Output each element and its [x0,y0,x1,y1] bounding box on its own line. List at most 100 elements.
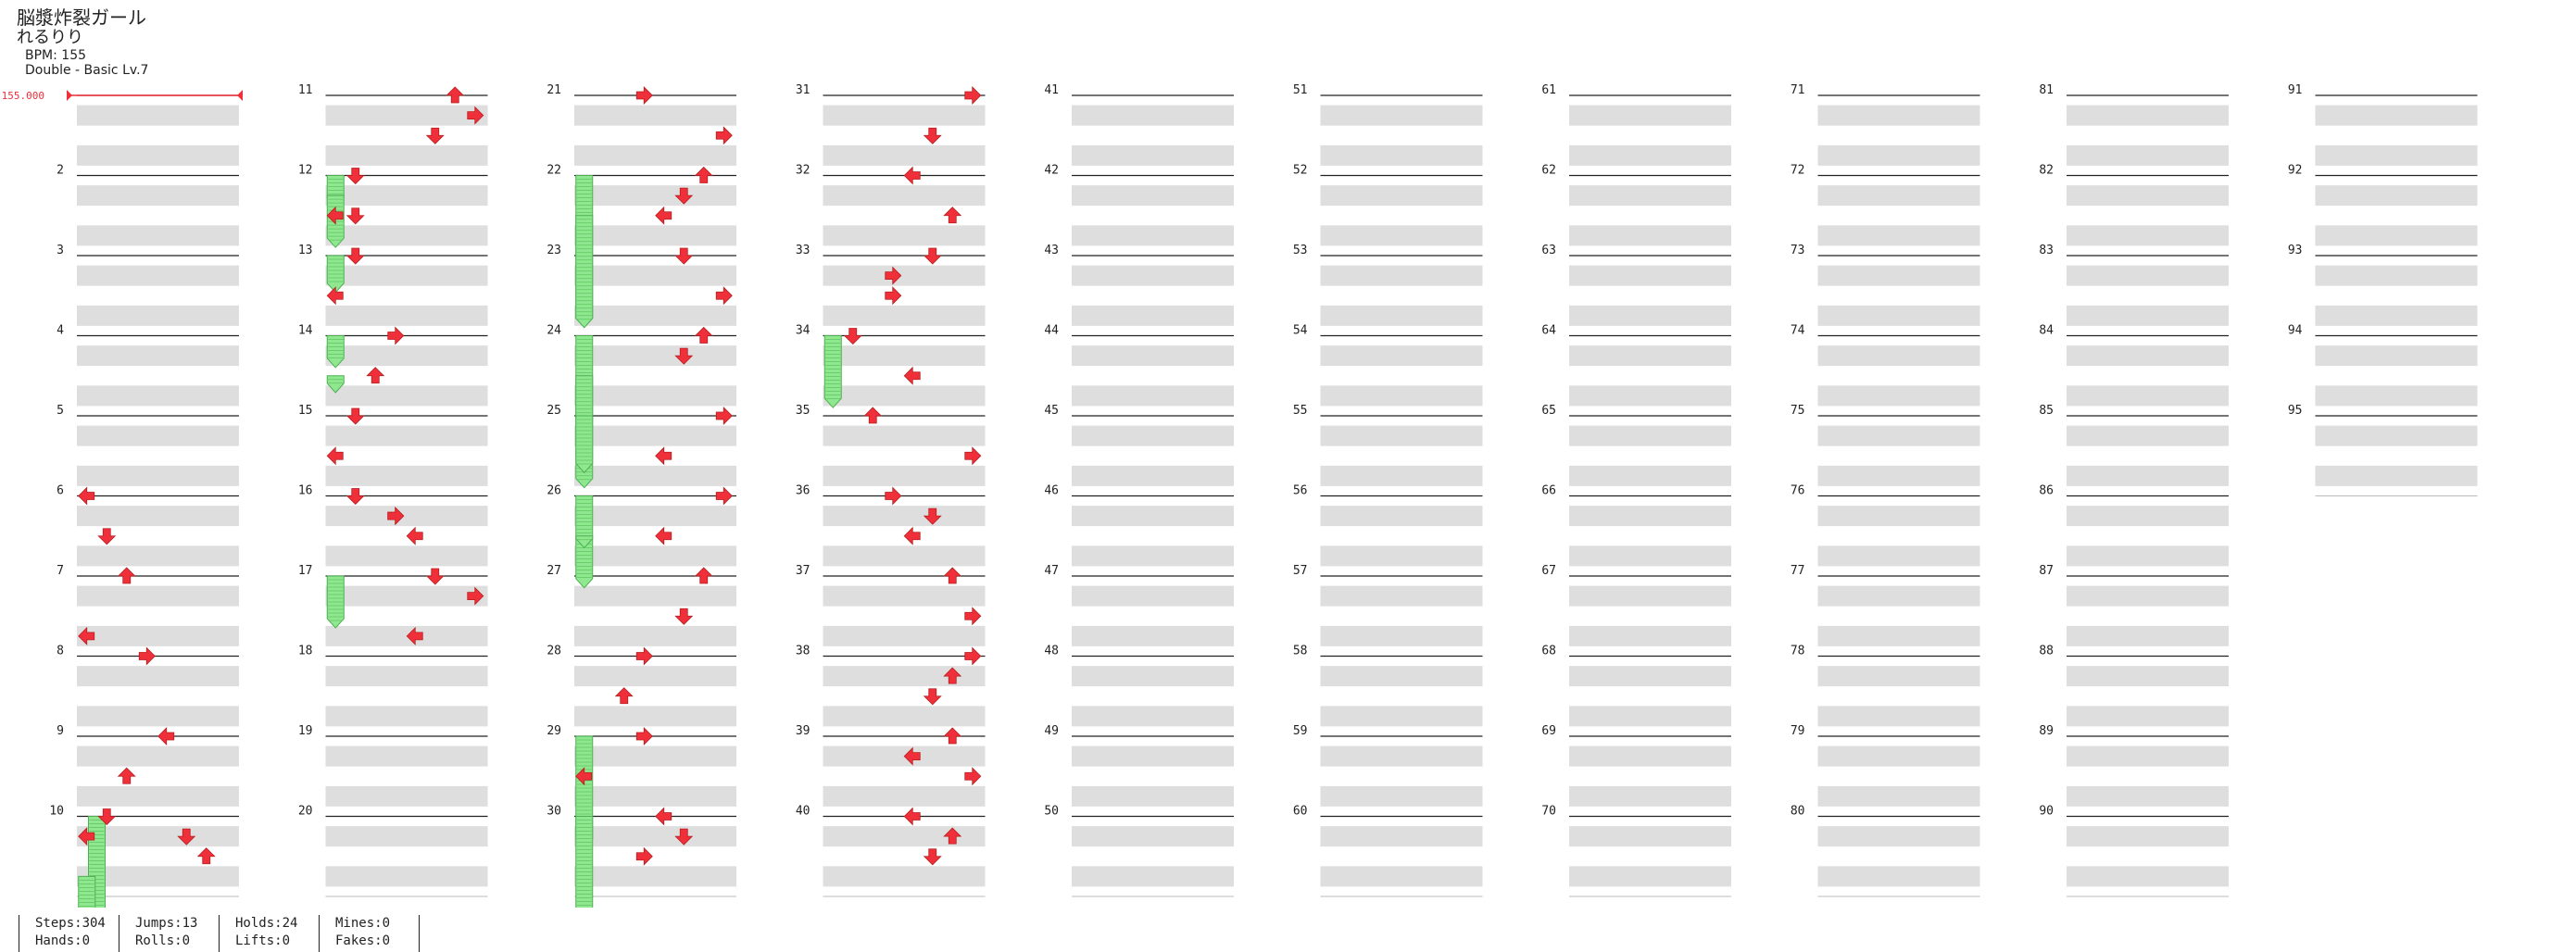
measure-label: 82 [2039,164,2054,178]
step-arrow [387,507,405,526]
step-arrow [346,488,365,506]
strip-row-shade [823,506,986,527]
step-arrow [943,567,962,584]
strip-row-shade [1320,105,1483,126]
strip-row-shade [1320,506,1483,527]
measure-label: 79 [1791,724,1805,738]
stat-group-mines: Mines:0 Fakes:0 [319,915,390,952]
strip-row-shade [1817,305,1980,326]
strip-row-shade [1320,666,1483,687]
strip-row-shade [1817,225,1980,246]
step-arrow [694,166,713,183]
measure-label: 7 [57,564,64,578]
strip-row-shade [2315,144,2478,166]
step-arrow [138,646,156,666]
strip-row-shade [1569,465,1731,486]
step-arrow [843,328,862,345]
step-arrow [943,727,962,745]
measure-label: 69 [1541,724,1556,738]
strip-row-shade [823,866,986,887]
strip-row-shade [1569,666,1731,687]
bpm-start-tick [67,90,72,101]
measure-label: 75 [1791,404,1805,418]
measure-label: 14 [298,324,313,338]
step-arrow [575,767,593,786]
strip-row-shade [1072,785,1234,807]
strip-row-shade [325,345,488,367]
measure-label: 27 [547,564,561,578]
measure-label: 50 [1044,805,1059,819]
strip-row-shade [1072,185,1234,207]
measure-label: 90 [2039,805,2054,819]
step-arrow [635,846,653,866]
measure-label: 41 [1044,83,1059,97]
measure-label: 22 [547,164,561,178]
strip-row-shade [2315,465,2478,486]
measure-label: 56 [1293,484,1308,498]
measure-label: 72 [1791,164,1805,178]
step-arrow [715,407,733,425]
measure-label: 6 [57,484,64,498]
measure-label: 12 [298,164,313,178]
strip-row-shade [2315,105,2478,126]
measure-label: 19 [298,724,313,738]
strip-row-shade [574,465,736,486]
strip-row-shade [1569,745,1731,767]
step-arrow [923,688,942,706]
measure-label: 3 [57,244,64,257]
strip-row-shade [1569,144,1731,166]
measure-label: 76 [1791,484,1805,498]
measure-label: 45 [1044,404,1059,418]
measure-label: 34 [796,324,810,338]
strip-row-shade [77,785,239,807]
strip-row-shade [1569,826,1731,847]
step-arrow [964,86,982,105]
strip-row-shade [325,745,488,767]
step-arrow [964,767,982,786]
strip-row-shade [1817,706,1980,727]
strip-row-shade [2067,385,2229,407]
measure-label: 66 [1541,484,1556,498]
measure-label: 46 [1044,484,1059,498]
strip-row-shade [2315,305,2478,326]
strip-row-shade [1569,545,1731,567]
measure-label: 39 [796,724,810,738]
step-arrow [694,567,713,584]
stat-hands: Hands:0 [35,933,91,948]
strip-row-shade [2315,425,2478,446]
strip-row-shade [574,225,736,246]
strip-row-shade [2315,345,2478,367]
hold-body [326,375,345,394]
strip-row-shade [1320,745,1483,767]
strip-row-shade [1072,465,1234,486]
strip-row-shade [1072,305,1234,326]
step-arrow [425,568,445,585]
strip-row-shade [1569,625,1731,646]
strip-row-shade [574,105,736,126]
measure-label: 57 [1293,564,1308,578]
strip-row-shade [1320,185,1483,207]
stat-jumps: Jumps:13 [135,916,198,931]
stat-steps: Steps:304 [35,916,106,931]
strip-row-shade [1072,425,1234,446]
strip-row-shade [574,425,736,446]
stat-group-holds: Holds:24 Lifts:0 [219,915,297,952]
strip-row-shade [574,866,736,887]
strip-row-shade [2067,585,2229,607]
strip-row-shade [325,666,488,687]
strip-row-shade [77,105,239,126]
stats-end-divider [419,915,420,952]
step-arrow [655,526,672,545]
step-arrow [346,247,365,265]
strip-row-shade [823,265,986,286]
strip-row-shade [1320,545,1483,567]
strip-row-shade [574,585,736,607]
step-arrow [885,266,902,285]
hold-body [575,535,594,549]
strip-row-shade [1320,345,1483,367]
measure-label: 68 [1541,645,1556,658]
step-arrow [715,486,733,506]
strip-row-shade [77,385,239,407]
step-arrow [943,827,962,845]
strip-row-shade [325,866,488,887]
